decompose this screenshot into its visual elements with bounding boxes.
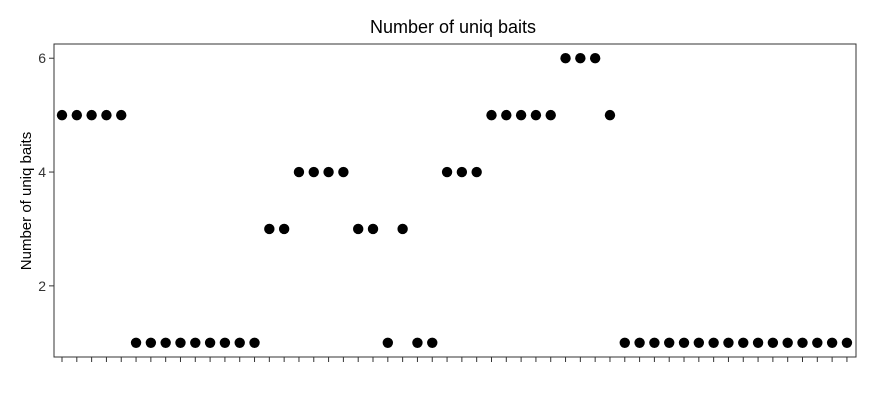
data-point — [278, 223, 290, 235]
data-point — [382, 337, 394, 348]
chart-title: Number of uniq baits — [370, 17, 536, 37]
data-point — [604, 109, 616, 121]
data-point — [367, 223, 379, 235]
data-point — [293, 166, 305, 178]
data-point — [649, 337, 660, 348]
data-point — [693, 337, 705, 348]
data-point — [323, 166, 334, 178]
x-axis — [61, 357, 848, 362]
data-point — [249, 337, 260, 348]
y-tick-label: 4 — [38, 164, 46, 180]
y-axis-label: Number of uniq baits — [18, 132, 35, 270]
data-point — [338, 166, 349, 178]
data-point — [427, 337, 438, 348]
data-point — [664, 337, 675, 348]
data-point — [767, 337, 779, 348]
data-point — [190, 337, 201, 348]
data-point — [545, 109, 556, 121]
data-point — [353, 223, 364, 235]
data-point — [738, 337, 749, 348]
data-point — [812, 337, 823, 348]
data-point — [619, 337, 630, 348]
data-point — [678, 337, 690, 348]
data-point — [412, 337, 423, 348]
data-point — [723, 337, 734, 348]
data-point — [456, 166, 468, 178]
data-point — [116, 109, 127, 121]
data-points — [56, 53, 853, 348]
data-point — [486, 109, 497, 121]
data-point — [826, 337, 838, 348]
data-point — [234, 337, 245, 348]
data-point — [160, 337, 171, 348]
data-point — [264, 223, 275, 235]
data-point — [515, 109, 527, 121]
data-point — [560, 53, 571, 64]
data-point — [175, 337, 186, 348]
data-point — [841, 337, 853, 348]
data-point — [86, 109, 97, 121]
data-point — [441, 166, 453, 178]
data-point — [204, 337, 216, 348]
data-point — [501, 109, 512, 121]
plot-panel-border — [53, 43, 857, 358]
data-point — [782, 337, 793, 348]
y-tick-label: 2 — [38, 278, 46, 294]
data-point — [308, 166, 319, 178]
data-point — [575, 53, 586, 64]
data-point — [589, 53, 601, 64]
data-point — [397, 223, 408, 235]
y-tick-label: 6 — [38, 50, 46, 66]
data-point — [101, 109, 112, 121]
data-point — [56, 109, 68, 121]
data-point — [530, 109, 542, 121]
data-point — [752, 337, 764, 348]
y-axis: 2 4 6 — [38, 50, 54, 294]
data-point — [471, 166, 482, 178]
data-point — [71, 109, 83, 121]
data-point — [708, 337, 719, 348]
data-point — [634, 337, 645, 348]
data-point — [219, 337, 231, 348]
data-point — [145, 337, 157, 348]
data-point — [130, 337, 142, 348]
data-point — [797, 337, 808, 348]
